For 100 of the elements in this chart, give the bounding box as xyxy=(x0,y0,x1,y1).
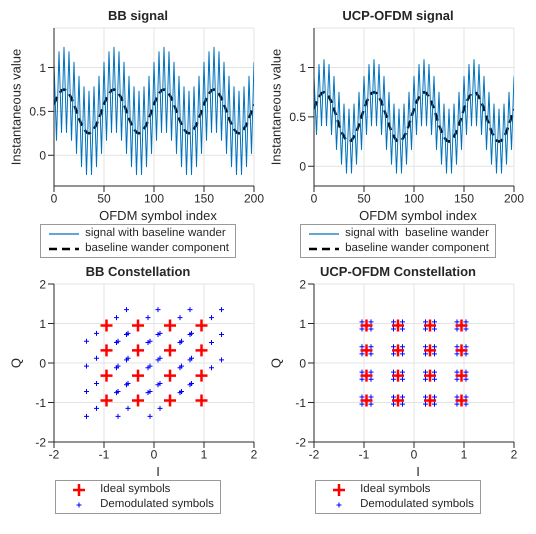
point xyxy=(194,393,209,408)
chart-title: BB signal xyxy=(107,8,169,24)
chart-title: UCP-OFDM Constellation xyxy=(320,264,476,279)
point xyxy=(130,393,146,408)
x-tick-label: 150 xyxy=(194,192,214,206)
point xyxy=(115,413,121,420)
y-tick-label: 2 xyxy=(39,277,46,292)
point xyxy=(124,306,130,313)
point xyxy=(218,306,224,313)
point xyxy=(94,355,100,362)
point xyxy=(145,314,151,321)
x-axis-title: OFDM symbol index xyxy=(98,208,218,224)
x-tick-label: 200 xyxy=(504,192,524,206)
point xyxy=(454,393,469,408)
x-axis-title: I xyxy=(155,464,161,480)
y-axis-title: Q xyxy=(268,358,284,368)
x-tick-label: -1 xyxy=(98,448,110,462)
point xyxy=(390,318,406,333)
point xyxy=(94,405,100,412)
y-tick-label: 0 xyxy=(39,356,46,370)
point xyxy=(359,368,374,383)
point xyxy=(218,356,224,363)
point xyxy=(422,368,438,383)
y-tick-label: 1 xyxy=(39,60,46,75)
line-series xyxy=(314,59,514,174)
line-series xyxy=(54,46,254,176)
point xyxy=(99,368,114,383)
y-tick-label: 1 xyxy=(299,316,306,331)
point xyxy=(454,318,469,333)
point xyxy=(162,393,178,408)
point xyxy=(84,363,90,370)
legend-label: Ideal symbols xyxy=(100,482,170,497)
point xyxy=(422,393,438,408)
point xyxy=(162,368,178,383)
x-tick-label: 1 xyxy=(460,448,468,462)
line-series xyxy=(314,90,514,143)
point xyxy=(99,318,114,333)
point xyxy=(390,368,406,383)
x-tick-label: 50 xyxy=(97,192,111,206)
legend-label: Ideal symbols xyxy=(360,482,430,497)
point xyxy=(194,318,209,333)
x-tick-label: -2 xyxy=(308,448,320,462)
point xyxy=(114,314,120,321)
point xyxy=(359,393,374,408)
y-tick-label: -1 xyxy=(295,396,306,410)
point xyxy=(422,343,438,358)
legend-label: Demodulated symbols xyxy=(100,497,214,512)
point xyxy=(94,330,100,336)
point xyxy=(187,306,193,313)
y-tick-label: -1 xyxy=(35,396,46,410)
point xyxy=(454,368,469,383)
point xyxy=(208,314,214,321)
x-axis-title: I xyxy=(415,464,421,480)
x-tick-label: 0 xyxy=(150,448,158,462)
legend-label: signal with baseline wander xyxy=(85,226,226,241)
point xyxy=(359,318,374,333)
point xyxy=(422,318,438,333)
y-tick-label: 1 xyxy=(299,60,306,75)
legend-label: baseline wander component xyxy=(85,241,229,256)
y-tick-label: -2 xyxy=(35,435,46,450)
point xyxy=(125,405,131,412)
legend-label: baseline wander component xyxy=(345,241,489,256)
chart-title: UCP-OFDM signal xyxy=(341,8,455,24)
x-tick-label: 2 xyxy=(510,448,518,462)
x-tick-label: 0 xyxy=(50,192,58,206)
x-tick-label: 1 xyxy=(200,448,208,462)
y-axis-title: Q xyxy=(8,358,24,368)
point xyxy=(208,364,214,371)
y-axis-title: Instantaneous value xyxy=(268,48,284,166)
chart-title: BB Constellation xyxy=(86,264,190,279)
y-tick-label: 1 xyxy=(39,316,46,331)
x-tick-label: 100 xyxy=(144,192,164,206)
y-tick-label: 0 xyxy=(39,148,46,163)
point xyxy=(157,405,163,412)
y-tick-label: 0.5 xyxy=(289,110,306,124)
point xyxy=(99,343,114,358)
point xyxy=(99,393,114,408)
point xyxy=(390,343,406,358)
x-tick-label: -2 xyxy=(48,448,60,462)
x-tick-label: 50 xyxy=(357,192,371,206)
point xyxy=(147,413,153,420)
point xyxy=(194,368,209,383)
x-tick-label: 2 xyxy=(250,448,258,462)
point xyxy=(390,393,406,408)
y-axis-title: Instantaneous value xyxy=(8,48,24,166)
point xyxy=(130,368,146,383)
point xyxy=(162,318,178,333)
point xyxy=(177,314,183,321)
point xyxy=(162,343,178,358)
point xyxy=(359,343,374,358)
point xyxy=(84,413,90,420)
point xyxy=(155,306,161,313)
y-tick-label: 0.5 xyxy=(29,104,46,119)
y-tick-label: 0 xyxy=(299,160,306,174)
y-tick-label: -2 xyxy=(295,435,306,450)
legend-label: Demodulated symbols xyxy=(360,497,474,512)
x-tick-label: -1 xyxy=(358,448,370,462)
x-tick-label: 0 xyxy=(310,192,318,206)
x-tick-label: 0 xyxy=(410,448,418,462)
point xyxy=(130,318,146,333)
